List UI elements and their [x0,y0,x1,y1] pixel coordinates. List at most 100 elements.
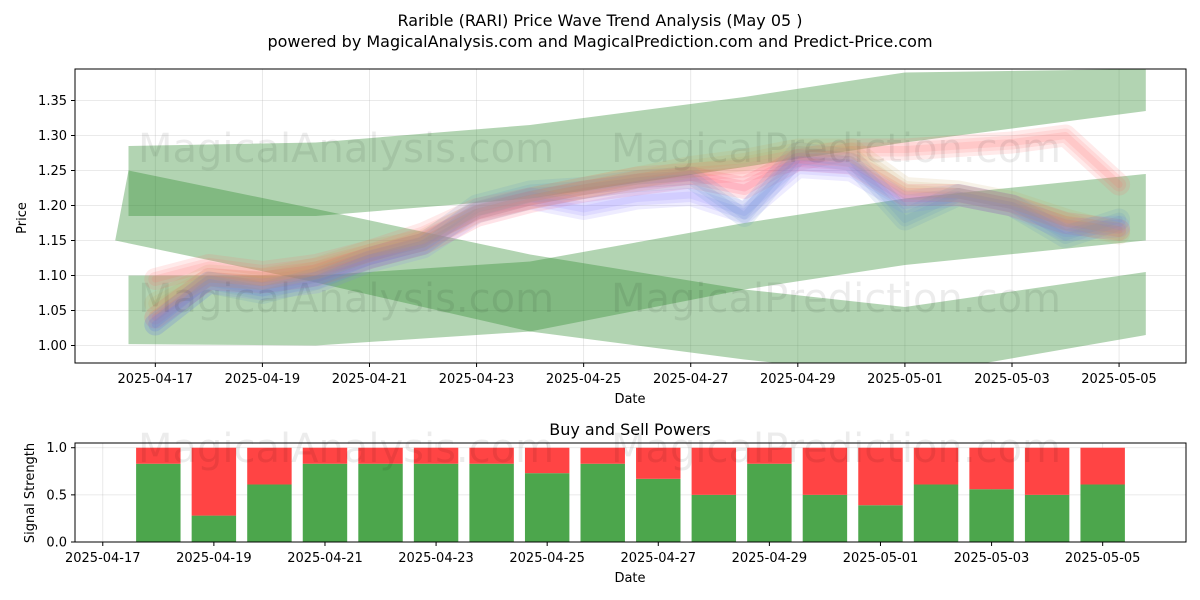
sell-power-bar [747,447,792,464]
buy-power-bar [913,484,959,542]
signal-plot-area [136,447,1125,542]
wave-stroke [151,156,1123,321]
buy-power-bar [191,515,237,542]
sell-power-bar [913,447,959,485]
signal-x-tick-label: 2025-04-29 [732,551,808,566]
wave-stroke [148,146,1127,332]
sell-power-bar [302,447,348,464]
price-x-tick-label: 2025-05-01 [867,372,943,387]
price-axes-frame [74,68,1187,364]
wave-stroke [151,163,1123,328]
buy-power-bar [247,484,292,542]
green-trend-band-2 [128,174,1146,346]
sell-power-bar [247,447,292,485]
buy-power-bar [636,478,681,542]
signal-y-tick-label: 1.0 [46,441,67,456]
watermark-analysis-bottom: MagicalAnalysis.com [138,426,554,472]
sell-power-bar [580,447,625,464]
buy-power-bar [969,489,1014,542]
signal-axes-frame [74,442,1187,543]
wave-stroke [144,156,1131,336]
price-plot-area [115,69,1146,363]
watermark-analysis-top: MagicalAnalysis.com [138,126,554,172]
wave-stroke [144,149,1131,329]
price-y-tick-label: 1.25 [38,164,67,179]
signal-x-tick-label: 2025-05-03 [954,551,1030,566]
sell-power-bar [691,447,737,495]
buy-power-bar [691,494,737,542]
sell-power-bar [636,447,681,479]
watermark-analysis-mid: MagicalAnalysis.com [138,276,554,322]
wave-stroke [148,160,1127,332]
price-panel: MagicalAnalysis.com MagicalPrediction.co… [15,68,1187,407]
signal-y-tick-label: 0.5 [46,488,67,503]
price-y-tick-label: 1.05 [38,304,67,319]
wave-stroke [151,149,1123,328]
signal-y-label: Signal Strength [23,443,38,543]
price-x-tick-label: 2025-04-21 [332,372,408,387]
sell-power-bar [136,447,181,464]
wave-stroke [151,146,1123,307]
chart-subtitle: powered by MagicalAnalysis.com and Magic… [267,32,932,51]
price-x-label: Date [614,392,645,407]
signal-ticks: 2025-04-17 2025-04-19 2025-04-21 2025-04-23… [46,441,1140,566]
signal-x-tick-label: 2025-04-27 [620,551,696,566]
sell-power-bar [1024,447,1070,495]
watermark-prediction-mid: MagicalPrediction.com [611,276,1061,322]
wave-stroke [144,142,1131,336]
price-y-tick-label: 1.30 [38,129,67,144]
signal-x-tick-label: 2025-05-01 [843,551,919,566]
price-x-tick-label: 2025-04-23 [439,372,515,387]
price-x-tick-label: 2025-04-27 [653,372,729,387]
buy-power-bar [1024,494,1070,542]
sell-power-bar [858,447,903,506]
signal-x-tick-label: 2025-04-17 [65,551,141,566]
signal-x-tick-label: 2025-04-19 [176,551,252,566]
buy-power-bar [413,463,459,542]
signal-x-label: Date [614,571,645,586]
buy-power-bar [469,463,514,542]
wave-stroke [148,153,1127,325]
signal-y-tick-label: 0.0 [46,536,67,551]
wave-stroke [151,132,1123,283]
sell-power-bar [524,447,570,474]
signal-title: Buy and Sell Powers [549,420,711,439]
signal-watermarks: MagicalAnalysis.com MagicalPrediction.co… [138,426,1061,472]
wave-series-3 [144,156,1131,336]
price-watermarks: MagicalAnalysis.com MagicalPrediction.co… [138,126,1061,322]
signal-x-tick-label: 2025-05-05 [1065,551,1141,566]
price-y-tick-label: 1.35 [38,94,67,109]
buy-power-bar [747,463,792,542]
buy-power-bar [302,463,348,542]
wave-stroke [148,128,1127,286]
green-trend-band-3 [115,170,1146,363]
wave-series-1 [144,124,1131,290]
sell-power-bar [969,447,1014,490]
signal-panel: Buy and Sell Powers MagicalAnalysis.com … [23,420,1187,586]
price-x-tick-label: 2025-05-03 [974,372,1050,387]
buy-power-bar [1080,484,1125,542]
chart-title: Rarible (RARI) Price Wave Trend Analysis… [397,11,802,30]
price-x-tick-label: 2025-04-25 [546,372,622,387]
wave-stroke [144,124,1131,290]
sell-power-bar [413,447,459,464]
price-gridlines [75,69,1186,363]
price-x-tick-label: 2025-04-17 [118,372,194,387]
wave-stroke [144,138,1131,315]
sell-power-bar [358,447,403,464]
sell-power-bar [802,447,848,495]
buy-power-bar [858,505,903,542]
buy-power-bar [524,473,570,542]
wave-series-5 [144,138,1131,315]
buy-power-bar [580,463,625,542]
price-y-tick-label: 1.15 [38,234,67,249]
watermark-prediction-top: MagicalPrediction.com [611,126,1061,172]
buy-power-bar [358,463,403,542]
price-y-tick-label: 1.20 [38,199,67,214]
price-x-tick-label: 2025-05-05 [1081,372,1157,387]
signal-x-tick-label: 2025-04-21 [287,551,363,566]
price-ticks: 2025-04-17 2025-04-19 2025-04-21 2025-04-23… [38,94,1157,387]
wave-stroke [148,142,1127,311]
buy-power-bar [136,463,181,542]
